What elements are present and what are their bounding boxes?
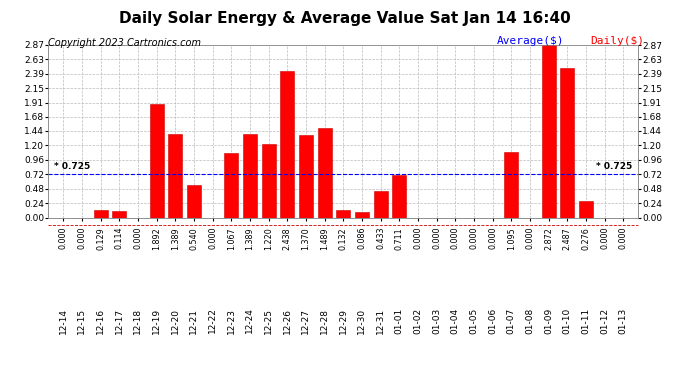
Bar [243,134,257,218]
Text: 01-12: 01-12 [600,308,609,334]
Text: 0.540: 0.540 [190,227,199,249]
Text: 1.389: 1.389 [246,227,255,249]
Text: 01-09: 01-09 [544,308,553,334]
Bar [373,192,388,217]
Text: 0.086: 0.086 [357,227,366,249]
Text: 0.276: 0.276 [582,227,591,250]
Text: 12-27: 12-27 [302,308,310,333]
Text: 1.892: 1.892 [152,227,161,250]
Bar [150,104,164,218]
Text: 12-17: 12-17 [115,308,124,334]
Bar [168,134,182,218]
Text: 0.433: 0.433 [376,227,385,249]
Text: Average($): Average($) [497,36,564,46]
Text: 12-15: 12-15 [77,308,86,334]
Text: 12-25: 12-25 [264,308,273,333]
Text: 0.711: 0.711 [395,227,404,249]
Text: 0.000: 0.000 [413,227,422,249]
Bar [112,211,126,218]
Text: 2.438: 2.438 [283,227,292,249]
Text: Daily Solar Energy & Average Value Sat Jan 14 16:40: Daily Solar Energy & Average Value Sat J… [119,11,571,26]
Text: 01-13: 01-13 [619,308,628,334]
Text: 0.000: 0.000 [619,227,628,249]
Text: 2.487: 2.487 [563,227,572,250]
Text: 12-22: 12-22 [208,308,217,333]
Text: 0.000: 0.000 [451,227,460,249]
Text: * 0.725: * 0.725 [596,162,633,171]
Text: 2.872: 2.872 [544,227,553,250]
Text: Daily($): Daily($) [590,36,644,46]
Text: 12-18: 12-18 [133,308,142,334]
Text: 0.000: 0.000 [432,227,441,249]
Text: 01-07: 01-07 [506,308,516,334]
Text: 12-28: 12-28 [320,308,329,333]
Bar [94,210,108,218]
Bar [262,144,275,218]
Bar [317,128,332,218]
Bar [299,135,313,218]
Text: 12-16: 12-16 [96,308,105,334]
Text: 0.000: 0.000 [469,227,478,249]
Bar [224,153,238,218]
Text: 0.000: 0.000 [59,227,68,249]
Bar [336,210,351,218]
Text: 12-20: 12-20 [170,308,180,333]
Text: 12-14: 12-14 [59,308,68,333]
Text: 01-10: 01-10 [563,308,572,334]
Text: 01-04: 01-04 [451,308,460,334]
Text: 12-26: 12-26 [283,308,292,333]
Text: 12-21: 12-21 [190,308,199,333]
Text: 1.067: 1.067 [227,227,236,249]
Text: 1.220: 1.220 [264,227,273,250]
Text: 01-06: 01-06 [488,308,497,334]
Text: 01-03: 01-03 [432,308,441,334]
Text: 12-23: 12-23 [227,308,236,333]
Bar [280,71,294,217]
Text: 12-30: 12-30 [357,308,366,334]
Bar [542,45,555,218]
Text: 0.129: 0.129 [96,227,105,250]
Bar [187,185,201,218]
Text: 01-05: 01-05 [469,308,478,334]
Bar [355,212,369,217]
Text: * 0.725: * 0.725 [54,162,90,171]
Text: 0.000: 0.000 [133,227,142,249]
Text: 0.000: 0.000 [600,227,609,249]
Text: 01-01: 01-01 [395,308,404,334]
Text: 0.000: 0.000 [77,227,86,249]
Text: 0.114: 0.114 [115,227,124,249]
Text: 01-08: 01-08 [526,308,535,334]
Text: 12-24: 12-24 [246,308,255,333]
Text: 0.000: 0.000 [488,227,497,249]
Text: 1.389: 1.389 [170,227,180,249]
Text: 01-02: 01-02 [413,308,422,334]
Bar [393,175,406,217]
Text: 12-19: 12-19 [152,308,161,334]
Text: 01-11: 01-11 [582,308,591,334]
Text: 1.489: 1.489 [320,227,329,249]
Text: Copyright 2023 Cartronics.com: Copyright 2023 Cartronics.com [48,38,201,48]
Text: 0.132: 0.132 [339,227,348,249]
Bar [560,68,574,218]
Text: 0.000: 0.000 [208,227,217,249]
Text: 0.000: 0.000 [526,227,535,249]
Text: 12-29: 12-29 [339,308,348,333]
Bar [504,152,518,217]
Text: 1.370: 1.370 [302,227,310,249]
Text: 1.095: 1.095 [506,227,516,250]
Bar [579,201,593,217]
Text: 12-31: 12-31 [376,308,385,334]
